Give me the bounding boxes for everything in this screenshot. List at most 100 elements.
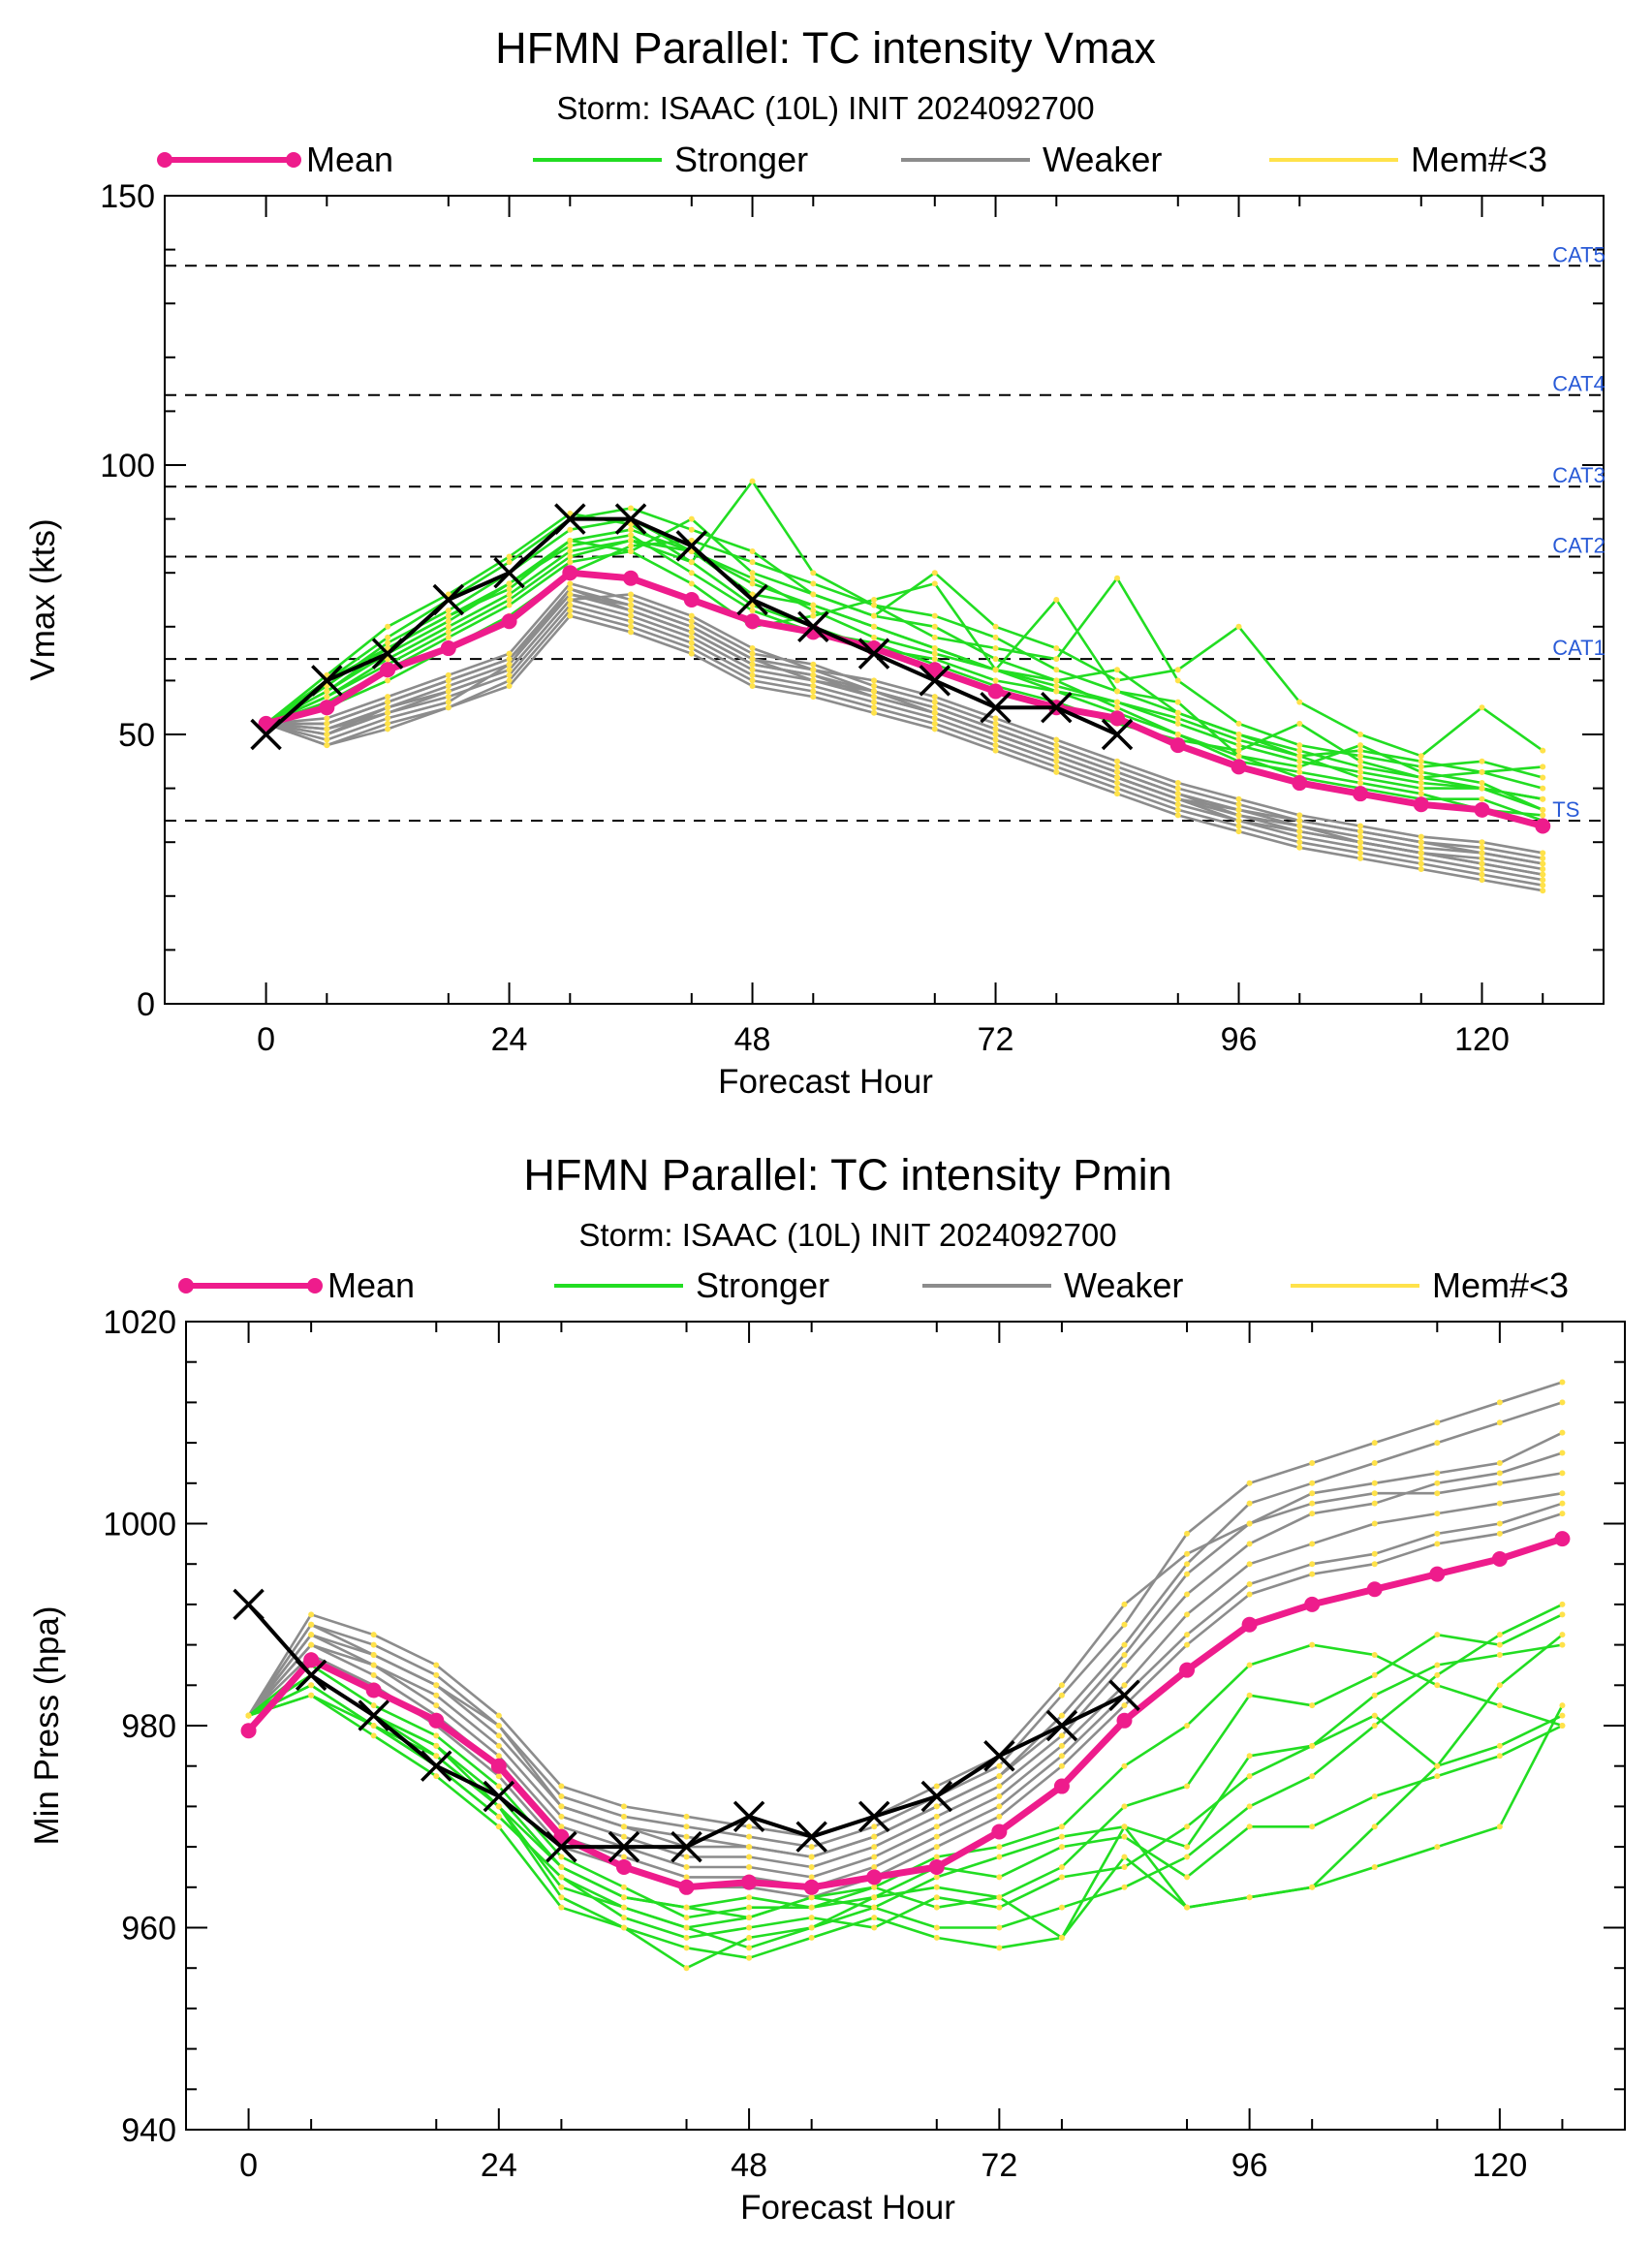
pmin-member-point [1434, 1662, 1441, 1668]
vmax-mean-point [501, 613, 517, 630]
vmax-member-point [1114, 780, 1121, 787]
pmin-member-point [808, 1904, 815, 1911]
pmin-x-tick-label: 0 [239, 2147, 258, 2184]
pmin-member-point [1559, 1470, 1566, 1477]
vmax-member-point [1174, 795, 1181, 802]
pmin-member-point [808, 1863, 815, 1870]
pmin-member-point [558, 1863, 565, 1870]
pmin-x-tick-label: 120 [1473, 2147, 1528, 2184]
vmax-member-point [385, 699, 391, 705]
vmax-member-point [1296, 742, 1303, 749]
pmin-member-point [1559, 1723, 1566, 1729]
vmax-member-point [1053, 758, 1060, 764]
pmin-member-point [558, 1904, 565, 1911]
vmax-member-point [1053, 645, 1060, 652]
pmin-member-point [808, 1934, 815, 1941]
pmin-member-point [808, 1915, 815, 1921]
vmax-member-point [628, 547, 635, 554]
vmax-member-point [506, 656, 513, 663]
pmin-mean-point [1053, 1778, 1070, 1794]
pmin-weaker-member-line [247, 1502, 1563, 1889]
pmin-member-point [1058, 1692, 1065, 1699]
vmax-member-point [1357, 747, 1364, 754]
pmin-member-point [933, 1924, 940, 1931]
pmin-member-point [1371, 1712, 1378, 1719]
pmin-member-point [1434, 1844, 1441, 1851]
vmax-member-point [385, 623, 391, 630]
pmin-mean-point [1241, 1616, 1258, 1633]
vmax-member-point [688, 580, 695, 587]
pmin-member-point [1246, 1894, 1253, 1901]
pmin-member-point [370, 1702, 377, 1709]
pmin-member-point [1371, 1459, 1378, 1466]
vmax-member-point [1540, 871, 1546, 878]
vmax-obs-marker [675, 530, 708, 562]
vmax-obs-marker [919, 665, 951, 697]
pmin-member-point [933, 1813, 940, 1820]
pmin-member-point [1246, 1823, 1253, 1830]
pmin-member-point [871, 1884, 878, 1890]
pmin-mean-point [615, 1858, 632, 1875]
pmin-member-point [746, 1863, 753, 1870]
pmin-member-point [1434, 1480, 1441, 1486]
vmax-member-point [871, 688, 878, 695]
pmin-member-point [1309, 1641, 1316, 1648]
pmin-mean-point [1116, 1712, 1133, 1729]
pmin-member-point [1184, 1641, 1191, 1648]
vmax-member-point [871, 623, 878, 630]
vmax-member-point [1174, 677, 1181, 684]
vmax-member-point [931, 570, 938, 577]
vmax-member-point [385, 715, 391, 722]
pmin-member-point [1309, 1561, 1316, 1568]
vmax-member-point [567, 591, 574, 598]
vmax-member-point [1357, 768, 1364, 775]
vmax-member-point [1296, 844, 1303, 851]
vmax-ref-label-cat3: CAT3 [1552, 463, 1605, 487]
pmin-member-point [683, 1904, 690, 1911]
pmin-member-point [1434, 1632, 1441, 1638]
vmax-member-point [749, 645, 756, 652]
vmax-member-point [445, 677, 452, 684]
vmax-member-point [992, 742, 999, 749]
vmax-x-axis-label: Forecast Hour [718, 1063, 933, 1101]
vmax-member-point [688, 639, 695, 646]
vmax-member-point [992, 747, 999, 754]
pmin-member-point [1309, 1511, 1316, 1517]
pmin-member-point [495, 1742, 502, 1749]
vmax-member-point [1235, 720, 1242, 727]
vmax-weaker-member-line [265, 593, 1543, 871]
pmin-member-point [1496, 1652, 1503, 1659]
pmin-member-point [1184, 1874, 1191, 1881]
pmin-mean-point [991, 1823, 1008, 1840]
vmax-member-point [1479, 785, 1485, 792]
vmax-member-point [1479, 758, 1485, 764]
pmin-member-point [746, 1934, 753, 1941]
pmin-member-point [1371, 1500, 1378, 1507]
pmin-member-point [808, 1924, 815, 1931]
vmax-member-point [324, 688, 330, 695]
vmax-member-point [1418, 785, 1424, 792]
pmin-member-point [1309, 1571, 1316, 1577]
pmin-member-point [746, 1915, 753, 1921]
vmax-member-point [506, 650, 513, 657]
pmin-member-point [308, 1682, 315, 1689]
vmax-member-point [749, 570, 756, 577]
pmin-member-point [933, 1934, 940, 1941]
pmin-member-point [1496, 1682, 1503, 1689]
pmin-member-point [1184, 1783, 1191, 1790]
pmin-member-point [1559, 1429, 1566, 1436]
pmin-member-point [558, 1783, 565, 1790]
vmax-obs-marker [614, 503, 647, 535]
pmin-member-point [495, 1823, 502, 1830]
pmin-member-point [808, 1874, 815, 1881]
pmin-member-point [808, 1894, 815, 1901]
vmax-mean-line [265, 569, 1544, 829]
vmax-member-point [749, 602, 756, 608]
vmax-mean-point [683, 592, 700, 608]
pmin-member-point [996, 1945, 1003, 1951]
pmin-weaker-member-line [247, 1381, 1563, 1849]
vmax-member-point [1540, 860, 1546, 867]
pmin-x-axis-label: Forecast Hour [740, 2189, 955, 2227]
pmin-member-point [1309, 1490, 1316, 1497]
vmax-stronger-member-line [265, 539, 1543, 823]
